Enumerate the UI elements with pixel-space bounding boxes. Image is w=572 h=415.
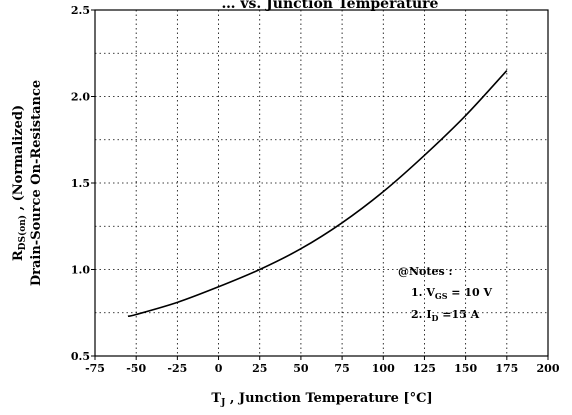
x-tick-label: 50 xyxy=(293,362,309,375)
x-tick-label: 75 xyxy=(334,362,349,375)
chart-title-partial: … vs. Junction Temperature xyxy=(222,0,439,12)
grid xyxy=(95,10,548,356)
note-2: 2. ID =15 A xyxy=(411,308,480,323)
x-tick-labels: -75 -50 -25 0 25 50 75 100 125 150 175 200 xyxy=(85,362,560,375)
y-axis-label: RDS(on) , (Normalized) Drain-Source On-R… xyxy=(11,80,44,286)
x-axis-label: TJ , Junction Temperature [°C] xyxy=(211,391,432,408)
series-line xyxy=(127,70,508,318)
x-tick-label: -25 xyxy=(167,362,187,375)
x-tick-label: 100 xyxy=(372,362,395,375)
y-tick-label: 1.0 xyxy=(71,264,90,277)
y-tick-label: 2.5 xyxy=(71,4,90,17)
x-tick-label: 125 xyxy=(413,362,436,375)
y-tick-label: 2.0 xyxy=(71,91,90,104)
x-tick-label: 200 xyxy=(537,362,560,375)
x-tick-label: 175 xyxy=(495,362,518,375)
x-tick-label: -50 xyxy=(126,362,146,375)
x-tick-label: 25 xyxy=(252,362,267,375)
y-axis-label-line-1: RDS(on) , (Normalized) xyxy=(11,105,28,261)
x-tick-label: 150 xyxy=(454,362,477,375)
x-tick-label: -75 xyxy=(85,362,105,375)
x-tick-label: 0 xyxy=(215,362,223,375)
tick-marks xyxy=(91,9,549,360)
y-tick-label: 0.5 xyxy=(71,350,90,363)
y-tick-label: 1.5 xyxy=(71,177,90,190)
note-1: 1. VGS = 10 V xyxy=(411,286,492,301)
notes-header: @Notes : xyxy=(398,265,453,278)
notes-box: @Notes : 1. VGS = 10 V 2. ID =15 A xyxy=(398,265,492,323)
y-tick-labels: 0.5 1.0 1.5 2.0 2.5 xyxy=(71,4,90,363)
y-axis-label-line-2: Drain-Source On-Resistance xyxy=(29,80,44,286)
